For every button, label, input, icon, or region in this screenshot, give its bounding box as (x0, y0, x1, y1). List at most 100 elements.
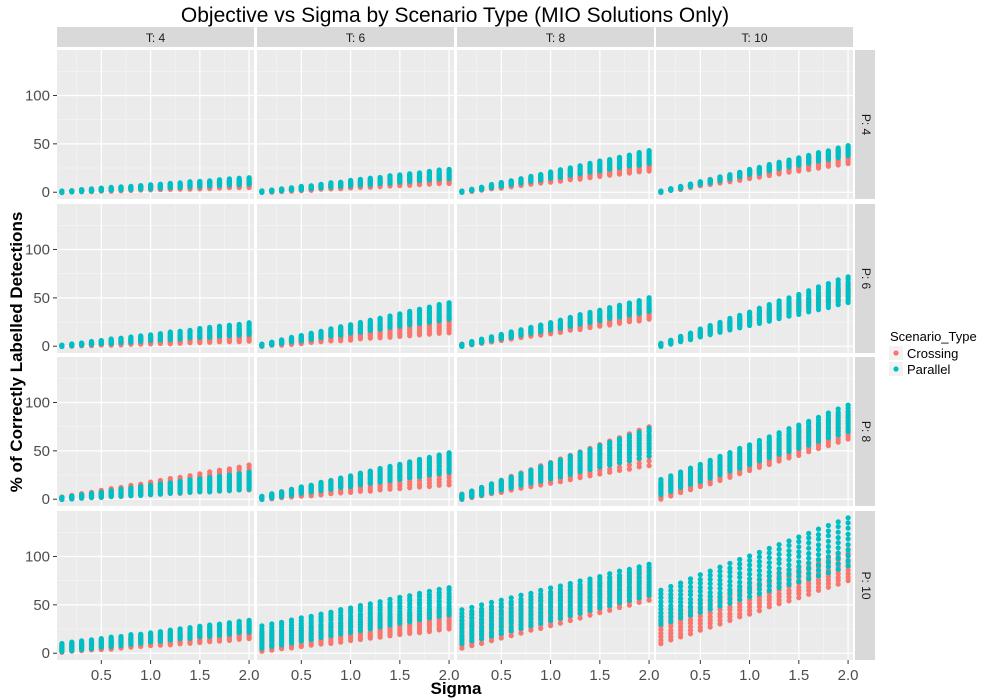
data-point-parallel (367, 175, 373, 181)
y-tick-label: 0 (42, 338, 50, 355)
data-point-parallel (668, 337, 674, 343)
data-point-parallel (259, 341, 265, 347)
data-point-parallel (269, 339, 275, 345)
data-point-parallel (508, 178, 514, 184)
data-point-parallel (128, 334, 134, 340)
data-point-parallel (197, 325, 203, 332)
data-point-parallel (288, 185, 295, 191)
data-point-crossing (236, 464, 242, 470)
data-point-crossing (786, 588, 792, 594)
data-point-parallel (367, 317, 373, 323)
data-point-parallel (308, 183, 314, 189)
data-point-parallel (279, 186, 285, 192)
data-point-crossing (646, 597, 652, 603)
x-tick-label: 0.5 (690, 667, 711, 684)
data-point-crossing (177, 474, 183, 480)
data-point-parallel (806, 152, 812, 158)
data-point-parallel (577, 163, 583, 169)
data-point-parallel (167, 329, 173, 335)
data-point-parallel (658, 340, 664, 346)
data-point-parallel (197, 178, 203, 184)
facet-strip-right (855, 357, 875, 506)
data-point-crossing (727, 604, 733, 610)
data-point-parallel (148, 332, 154, 338)
data-point-parallel (786, 157, 792, 163)
panel-background (457, 204, 654, 353)
data-point-crossing (806, 591, 812, 597)
data-point-parallel (138, 333, 144, 339)
data-point-crossing (646, 458, 652, 464)
data-point-parallel (727, 315, 733, 321)
data-point-crossing (678, 624, 684, 630)
data-point-parallel (717, 174, 723, 180)
data-point-crossing (607, 466, 613, 472)
data-point-crossing (577, 615, 583, 621)
data-point-parallel (469, 186, 475, 192)
data-point-parallel (426, 168, 432, 174)
data-point-parallel (98, 337, 104, 344)
data-point-crossing (616, 464, 623, 470)
data-point-parallel (59, 188, 65, 194)
data-point-crossing (825, 584, 832, 590)
data-point-crossing (776, 591, 782, 597)
data-point-parallel (377, 174, 383, 181)
y-tick-label: 100 (25, 87, 50, 104)
data-point-parallel (387, 313, 393, 319)
data-point-crossing (658, 630, 664, 636)
facet-strip-top-label: T: 8 (546, 31, 566, 45)
data-point-parallel (426, 304, 432, 310)
data-point-crossing (479, 640, 485, 647)
x-tick-label: 1.0 (340, 667, 361, 684)
chart-title: Objective vs Sigma by Scenario Type (MIO… (181, 4, 729, 27)
y-tick-label: 0 (42, 184, 50, 201)
data-point-parallel (518, 327, 524, 333)
data-point-parallel (528, 324, 534, 330)
facet-strip-right-label: P: 4 (859, 114, 873, 136)
data-point-crossing (786, 598, 792, 604)
data-point-crossing (707, 614, 713, 620)
facet-strip-right-label: P: 6 (859, 268, 873, 290)
data-point-parallel (236, 321, 242, 327)
data-point-parallel (157, 331, 163, 337)
data-point-parallel (187, 327, 193, 333)
data-point-parallel (557, 167, 564, 173)
data-point-parallel (548, 169, 554, 175)
x-tick-label: 2.0 (639, 667, 660, 684)
data-point-parallel (459, 188, 465, 194)
data-point-parallel (259, 188, 265, 194)
data-point-parallel (776, 159, 782, 165)
data-point-parallel (377, 315, 383, 321)
data-point-parallel (108, 336, 114, 342)
data-point-parallel (835, 145, 841, 151)
data-point-parallel (687, 181, 694, 187)
data-point-parallel (207, 324, 213, 330)
facet-strip-top-label: T: 10 (741, 31, 767, 45)
facet-strip-right-label: P: 10 (859, 571, 873, 599)
data-point-parallel (607, 156, 613, 163)
data-point-parallel (548, 320, 554, 326)
data-point-crossing (187, 473, 193, 479)
panel-background (656, 50, 853, 199)
x-tick-label: 1.5 (589, 667, 610, 684)
data-point-parallel (697, 179, 703, 185)
x-tick-label: 0.5 (91, 667, 112, 684)
data-point-crossing (687, 624, 694, 630)
data-point-parallel (646, 295, 652, 301)
data-point-parallel (469, 338, 475, 345)
data-point-parallel (226, 176, 232, 182)
data-point-parallel (416, 306, 423, 312)
data-point-crossing (697, 624, 703, 630)
data-point-parallel (128, 183, 134, 189)
data-point-parallel (167, 180, 173, 186)
data-point-crossing (766, 601, 772, 607)
data-point-crossing (626, 462, 633, 468)
data-point-parallel (678, 333, 684, 339)
data-point-crossing (687, 617, 694, 623)
data-point-parallel (98, 185, 104, 191)
data-point-crossing (668, 627, 674, 633)
data-point-parallel (338, 179, 344, 185)
facet-strip-right (855, 204, 875, 353)
data-point-parallel (616, 302, 623, 308)
y-tick-label: 50 (33, 597, 50, 614)
data-point-parallel (567, 314, 573, 320)
